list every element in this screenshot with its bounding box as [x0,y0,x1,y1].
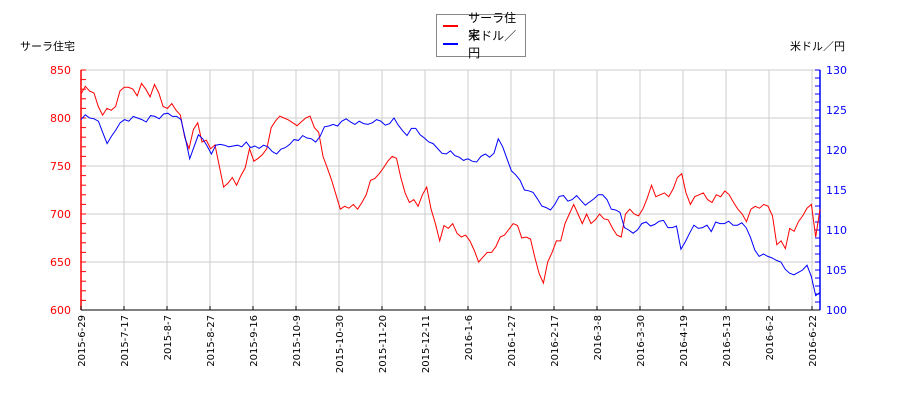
left-axis: 600 650 700 750 800 850 [50,64,86,317]
svg-text:850: 850 [50,64,71,77]
legend: サーラ住宅 米ドル／円 [436,11,526,60]
svg-text:120: 120 [826,144,847,157]
svg-text:650: 650 [50,256,71,269]
legend-swatch-red [443,25,459,27]
svg-text:750: 750 [50,160,71,173]
svg-text:2016-1-27: 2016-1-27 [507,315,518,367]
svg-text:2015-11-20: 2015-11-20 [378,315,389,373]
svg-text:700: 700 [50,208,71,221]
svg-text:2016-6-2: 2016-6-2 [765,315,776,360]
svg-text:2016-2-17: 2016-2-17 [550,315,561,367]
svg-text:2015-8-27: 2015-8-27 [206,315,217,367]
svg-text:2016-4-19: 2016-4-19 [679,315,690,367]
gridlines [81,69,820,311]
svg-text:130: 130 [826,64,847,77]
left-axis-title: サーラ住宅 [20,40,75,53]
svg-text:110: 110 [826,224,847,237]
right-axis-title: 米ドル／円 [790,40,845,53]
legend-label: サーラ住宅 [468,11,517,42]
legend-label: 米ドル／円 [468,29,517,60]
svg-text:2016-3-30: 2016-3-30 [636,315,647,367]
svg-text:2015-9-16: 2015-9-16 [249,315,260,367]
plot-area [80,69,821,311]
series-usd-jpy-line [80,112,821,297]
svg-text:2015-7-17: 2015-7-17 [120,315,131,367]
svg-text:600: 600 [50,304,71,317]
svg-text:800: 800 [50,112,71,125]
svg-text:2015-12-11: 2015-12-11 [421,315,432,373]
legend-item-sala-housing: サーラ住宅 [443,11,525,42]
svg-text:2015-8-7: 2015-8-7 [163,315,174,360]
series-sala-housing-line [80,82,821,285]
svg-text:115: 115 [826,184,847,197]
svg-text:2016-6-22: 2016-6-22 [808,315,819,367]
svg-text:100: 100 [826,304,847,317]
svg-text:2016-1-6: 2016-1-6 [464,315,475,360]
svg-text:2015-6-29: 2015-6-29 [77,315,88,367]
svg-text:105: 105 [826,264,847,277]
legend-item-usd-jpy: 米ドル／円 [443,29,525,60]
right-axis: 100 105 110 115 120 125 130 [815,64,847,317]
svg-text:2015-10-9: 2015-10-9 [292,315,303,367]
svg-text:2016-3-8: 2016-3-8 [593,315,604,360]
svg-text:2016-5-13: 2016-5-13 [722,315,733,367]
x-axis: 2015-6-29 2015-7-17 2015-8-7 2015-8-27 2015-… [77,306,820,373]
svg-text:125: 125 [826,104,847,117]
legend-swatch-blue [443,43,459,45]
svg-text:2015-10-30: 2015-10-30 [335,315,346,373]
